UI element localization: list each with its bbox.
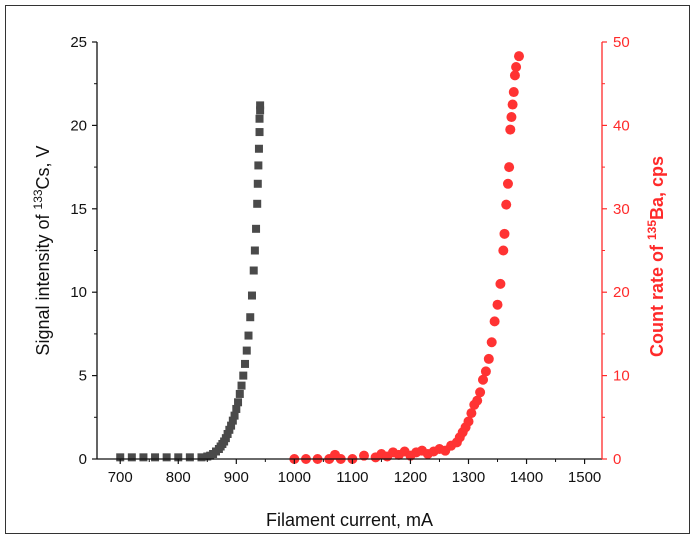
right-y-tick-label: 0 xyxy=(613,451,621,468)
cs-data-point xyxy=(249,266,258,275)
x-tick-label: 1000 xyxy=(278,469,311,486)
cs-data-point xyxy=(227,421,236,430)
cs-data-point xyxy=(254,161,263,170)
left-y-tick-label: 25 xyxy=(70,34,87,51)
series-133cs xyxy=(116,101,265,462)
x-tick-label: 1500 xyxy=(568,469,601,486)
ba-data-point xyxy=(359,450,370,461)
right-y-tick-label: 20 xyxy=(613,284,630,301)
cs-data-point xyxy=(247,291,256,300)
cs-data-point xyxy=(197,453,206,462)
chart-frame xyxy=(5,5,690,534)
x-tick-label: 1300 xyxy=(452,469,485,486)
ticks: 700 800 900 1000 1100 1200 1300 1400 1500 0 5 10 15 2… xyxy=(70,34,629,486)
x-axis-title: Filament current, mA xyxy=(266,510,433,530)
left-y-tick-label: 10 xyxy=(70,284,87,301)
cs-data-point xyxy=(234,398,243,407)
cs-data-point xyxy=(237,381,246,390)
cs-data-point xyxy=(239,371,248,380)
right-y-tick-label: 40 xyxy=(613,117,630,134)
ba-data-point xyxy=(489,316,500,327)
ba-data-point xyxy=(463,416,474,427)
ba-data-point xyxy=(466,408,477,419)
cs-data-point xyxy=(255,114,264,123)
ba-data-point xyxy=(508,87,519,98)
ba-data-point xyxy=(513,51,524,62)
left-y-axis-title-post: Cs, V xyxy=(33,145,53,189)
ba-data-point xyxy=(486,337,497,348)
right-y-axis-title-pre: Count rate of xyxy=(647,240,667,357)
cs-data-point xyxy=(235,389,244,398)
cs-data-point xyxy=(162,453,171,462)
cs-data-point xyxy=(151,453,160,462)
x-tick-label: 900 xyxy=(224,469,249,486)
ba-data-point xyxy=(475,387,486,398)
ba-data-point xyxy=(507,99,518,110)
right-y-tick-label: 10 xyxy=(613,368,630,385)
ba-data-point xyxy=(501,199,512,210)
cs-data-point xyxy=(250,246,259,255)
x-tick-label: 800 xyxy=(166,469,191,486)
cs-data-point xyxy=(228,416,237,425)
cs-data-point xyxy=(116,453,125,462)
x-tick-label: 1200 xyxy=(394,469,427,486)
ba-data-point xyxy=(483,353,494,364)
cs-data-point xyxy=(242,346,251,355)
cs-data-point xyxy=(223,429,232,438)
left-y-tick-label: 15 xyxy=(70,201,87,218)
cs-data-point xyxy=(246,313,255,322)
left-y-tick-label: 5 xyxy=(79,368,87,385)
cs-data-point xyxy=(253,199,262,208)
cs-data-point xyxy=(252,224,261,233)
ba-data-point xyxy=(480,366,491,377)
right-y-tick-label: 30 xyxy=(613,201,630,218)
cs-data-point xyxy=(256,101,265,110)
cs-data-point xyxy=(244,331,253,340)
series-135ba xyxy=(289,51,524,464)
left-y-axis-title-pre: Signal intensity of xyxy=(33,209,53,355)
right-y-axis-title-post: Ba, cps xyxy=(647,156,667,220)
cs-data-point xyxy=(232,404,241,413)
ba-data-point xyxy=(505,124,516,135)
cs-data-point xyxy=(230,411,239,420)
ba-data-point xyxy=(511,62,522,73)
ba-data-point xyxy=(478,374,489,385)
left-y-axis-title-sup: 133 xyxy=(31,189,45,209)
cs-data-point xyxy=(241,359,250,368)
cs-data-point xyxy=(256,106,265,115)
x-tick-label: 700 xyxy=(108,469,133,486)
ba-data-point xyxy=(495,278,506,289)
ba-data-point xyxy=(502,178,513,189)
cs-data-point xyxy=(254,144,263,153)
left-y-axis-title: Signal intensity of 133Cs, V xyxy=(31,145,53,355)
right-y-tick-label: 50 xyxy=(613,34,630,51)
x-tick-label: 1400 xyxy=(510,469,543,486)
left-y-tick-label: 20 xyxy=(70,117,87,134)
ba-data-point xyxy=(472,395,483,406)
cs-data-point xyxy=(225,425,234,434)
cs-data-point xyxy=(221,434,230,443)
ba-data-point xyxy=(499,228,510,239)
right-y-axis-title: Count rate of 135Ba, cps xyxy=(645,156,667,357)
ba-data-point xyxy=(492,299,503,310)
cs-data-point xyxy=(174,453,183,462)
cs-data-point xyxy=(139,453,148,462)
axes xyxy=(96,42,603,460)
ba-data-point xyxy=(504,162,515,173)
cs-data-point xyxy=(185,453,194,462)
x-tick-label: 1100 xyxy=(336,469,368,486)
left-y-tick-label: 0 xyxy=(79,451,87,468)
ba-data-point xyxy=(509,70,520,81)
ba-data-point xyxy=(506,112,517,123)
right-y-axis-title-sup: 135 xyxy=(645,220,659,240)
cs-data-point xyxy=(127,453,136,462)
ba-data-point xyxy=(498,245,509,256)
cs-data-point xyxy=(255,128,264,137)
cs-data-point xyxy=(253,179,262,188)
